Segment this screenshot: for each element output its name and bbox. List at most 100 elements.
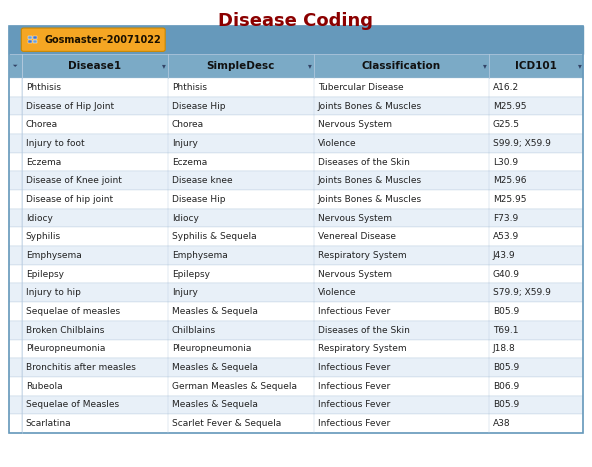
Text: Disease Hip: Disease Hip — [172, 195, 226, 204]
Text: M25.95: M25.95 — [493, 101, 526, 111]
FancyBboxPatch shape — [9, 26, 583, 54]
Text: Phthisis: Phthisis — [172, 83, 207, 92]
Text: G25.5: G25.5 — [493, 120, 520, 129]
FancyBboxPatch shape — [21, 209, 583, 227]
FancyBboxPatch shape — [21, 377, 583, 396]
Text: Measles & Sequela: Measles & Sequela — [172, 400, 258, 410]
Text: B05.9: B05.9 — [493, 363, 519, 372]
Text: Infectious Fever: Infectious Fever — [318, 363, 390, 372]
FancyBboxPatch shape — [21, 97, 583, 115]
Text: Epilepsy: Epilepsy — [172, 269, 210, 279]
Text: Scarlatina: Scarlatina — [25, 419, 71, 428]
Text: Syphilis & Sequela: Syphilis & Sequela — [172, 232, 256, 241]
Text: Gosmaster-20071022: Gosmaster-20071022 — [44, 35, 161, 45]
FancyBboxPatch shape — [21, 414, 583, 433]
Text: Nervous System: Nervous System — [318, 213, 392, 223]
Text: Diseases of the Skin: Diseases of the Skin — [318, 157, 410, 167]
Text: Respiratory System: Respiratory System — [318, 344, 407, 354]
Text: Disease of hip joint: Disease of hip joint — [25, 195, 113, 204]
Text: Eczema: Eczema — [25, 157, 61, 167]
Text: S99.9; X59.9: S99.9; X59.9 — [493, 139, 551, 148]
FancyBboxPatch shape — [9, 246, 21, 265]
Text: A38: A38 — [493, 419, 510, 428]
FancyBboxPatch shape — [21, 246, 583, 265]
FancyBboxPatch shape — [21, 227, 583, 246]
Text: Idiocy: Idiocy — [172, 213, 199, 223]
Text: Infectious Fever: Infectious Fever — [318, 382, 390, 391]
Text: Injury: Injury — [172, 139, 198, 148]
Text: Injury to foot: Injury to foot — [25, 139, 84, 148]
Text: Nervous System: Nervous System — [318, 269, 392, 279]
Text: Disease of Knee joint: Disease of Knee joint — [25, 176, 121, 185]
Text: Bronchitis after measles: Bronchitis after measles — [25, 363, 136, 372]
Text: Infectious Fever: Infectious Fever — [318, 400, 390, 410]
FancyBboxPatch shape — [9, 190, 21, 209]
Text: Phthisis: Phthisis — [25, 83, 60, 92]
FancyBboxPatch shape — [21, 265, 583, 283]
Text: L30.9: L30.9 — [493, 157, 518, 167]
Text: G40.9: G40.9 — [493, 269, 520, 279]
Text: B05.9: B05.9 — [493, 400, 519, 410]
FancyBboxPatch shape — [21, 396, 583, 414]
FancyBboxPatch shape — [21, 153, 583, 171]
Text: Chilblains: Chilblains — [172, 325, 216, 335]
FancyBboxPatch shape — [21, 171, 583, 190]
FancyBboxPatch shape — [9, 54, 583, 78]
FancyBboxPatch shape — [21, 283, 583, 302]
Text: J18.8: J18.8 — [493, 344, 516, 354]
Text: Tubercular Disease: Tubercular Disease — [318, 83, 404, 92]
Text: Epilepsy: Epilepsy — [25, 269, 64, 279]
Text: Rubeola: Rubeola — [25, 382, 62, 391]
Text: Disease knee: Disease knee — [172, 176, 233, 185]
Text: Measles & Sequela: Measles & Sequela — [172, 363, 258, 372]
FancyBboxPatch shape — [9, 283, 21, 302]
FancyBboxPatch shape — [33, 40, 37, 43]
Text: German Measles & Sequela: German Measles & Sequela — [172, 382, 297, 391]
Text: SimpleDesc: SimpleDesc — [207, 61, 275, 71]
FancyBboxPatch shape — [21, 115, 583, 134]
FancyBboxPatch shape — [9, 209, 21, 227]
FancyBboxPatch shape — [21, 190, 583, 209]
FancyBboxPatch shape — [9, 134, 21, 153]
Text: B06.9: B06.9 — [493, 382, 519, 391]
Text: M25.96: M25.96 — [493, 176, 526, 185]
Text: T69.1: T69.1 — [493, 325, 518, 335]
Text: Infectious Fever: Infectious Fever — [318, 307, 390, 316]
Text: B05.9: B05.9 — [493, 307, 519, 316]
Text: F73.9: F73.9 — [493, 213, 518, 223]
FancyBboxPatch shape — [21, 78, 583, 97]
Text: A16.2: A16.2 — [493, 83, 519, 92]
Text: Measles & Sequela: Measles & Sequela — [172, 307, 258, 316]
FancyBboxPatch shape — [9, 414, 21, 433]
FancyBboxPatch shape — [28, 36, 32, 39]
FancyBboxPatch shape — [9, 97, 21, 115]
FancyBboxPatch shape — [28, 40, 32, 43]
Text: Injury to hip: Injury to hip — [25, 288, 81, 297]
Text: Joints Bones & Muscles: Joints Bones & Muscles — [318, 101, 422, 111]
FancyBboxPatch shape — [21, 134, 583, 153]
Text: Joints Bones & Muscles: Joints Bones & Muscles — [318, 195, 422, 204]
Text: Chorea: Chorea — [25, 120, 58, 129]
FancyBboxPatch shape — [33, 36, 37, 39]
Text: Classification: Classification — [362, 61, 440, 71]
Text: Violence: Violence — [318, 288, 356, 297]
Text: Emphysema: Emphysema — [25, 251, 82, 260]
Text: Sequelae of measles: Sequelae of measles — [25, 307, 120, 316]
Text: Nervous System: Nervous System — [318, 120, 392, 129]
FancyBboxPatch shape — [21, 302, 583, 321]
FancyBboxPatch shape — [21, 321, 583, 340]
FancyBboxPatch shape — [9, 340, 21, 358]
Text: Joints Bones & Muscles: Joints Bones & Muscles — [318, 176, 422, 185]
Text: ▾: ▾ — [578, 61, 581, 71]
Text: Emphysema: Emphysema — [172, 251, 227, 260]
FancyBboxPatch shape — [9, 78, 21, 97]
Text: Syphilis: Syphilis — [25, 232, 61, 241]
Text: ▾: ▾ — [162, 61, 166, 71]
Text: Venereal Disease: Venereal Disease — [318, 232, 396, 241]
FancyBboxPatch shape — [9, 358, 21, 377]
Text: Respiratory System: Respiratory System — [318, 251, 407, 260]
Text: A53.9: A53.9 — [493, 232, 519, 241]
Text: ▾: ▾ — [483, 61, 487, 71]
Text: Sequelae of Measles: Sequelae of Measles — [25, 400, 119, 410]
Text: Diseases of the Skin: Diseases of the Skin — [318, 325, 410, 335]
